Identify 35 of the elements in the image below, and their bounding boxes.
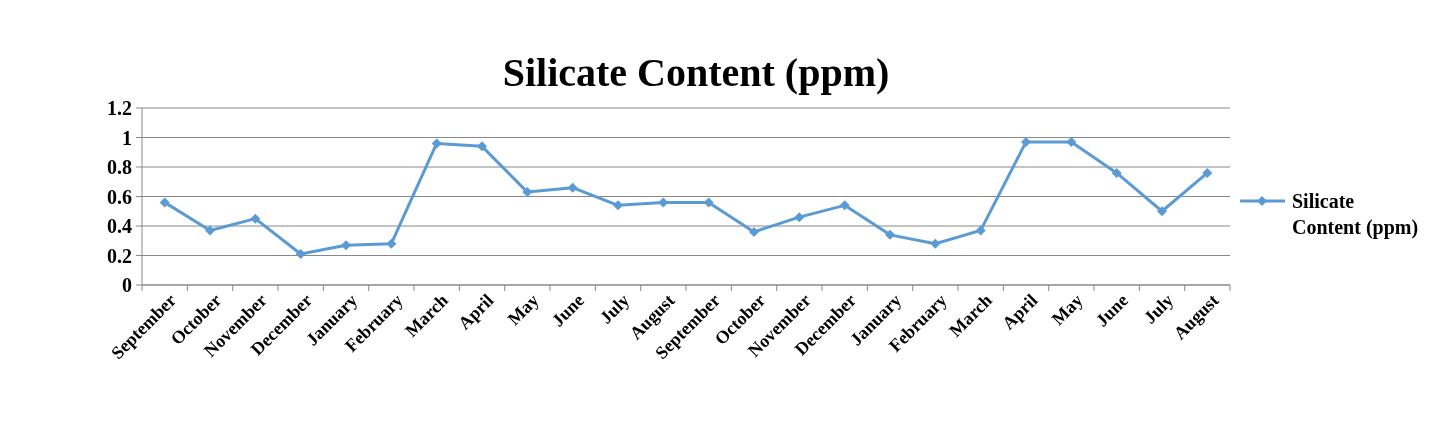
x-tick-label: May (503, 290, 543, 330)
y-tick-label: 1 (122, 126, 132, 149)
x-tick-label: July (1139, 290, 1178, 328)
y-tick-label: 0 (122, 274, 132, 296)
y-tick-label: 0.6 (107, 185, 132, 208)
x-tick-label: July (595, 290, 634, 328)
y-tick-label: 0.8 (107, 156, 132, 178)
point (613, 200, 623, 211)
chart-title: Silicate Content (ppm) (502, 50, 890, 95)
point (250, 213, 261, 224)
point (159, 197, 170, 208)
x-tick-label: May (1047, 290, 1087, 330)
point (205, 225, 215, 236)
point (749, 226, 759, 237)
point (341, 240, 351, 251)
point (885, 229, 895, 240)
point (386, 238, 397, 249)
point (1202, 167, 1213, 178)
point (930, 238, 941, 249)
point (1066, 136, 1077, 147)
point (1157, 206, 1167, 217)
legend-label: Silicate Content (ppm) (1292, 190, 1419, 239)
point (839, 200, 850, 211)
point (295, 249, 306, 260)
point (522, 187, 533, 198)
y-tick-label: 1.2 (107, 97, 132, 119)
point (975, 225, 986, 236)
point (477, 141, 487, 152)
y-tick-label: 0.4 (107, 215, 132, 237)
y-tick-label: 0.2 (107, 244, 132, 267)
point (1021, 136, 1031, 147)
point (431, 138, 442, 149)
point (794, 212, 805, 223)
point (567, 182, 578, 193)
point (1111, 167, 1122, 178)
